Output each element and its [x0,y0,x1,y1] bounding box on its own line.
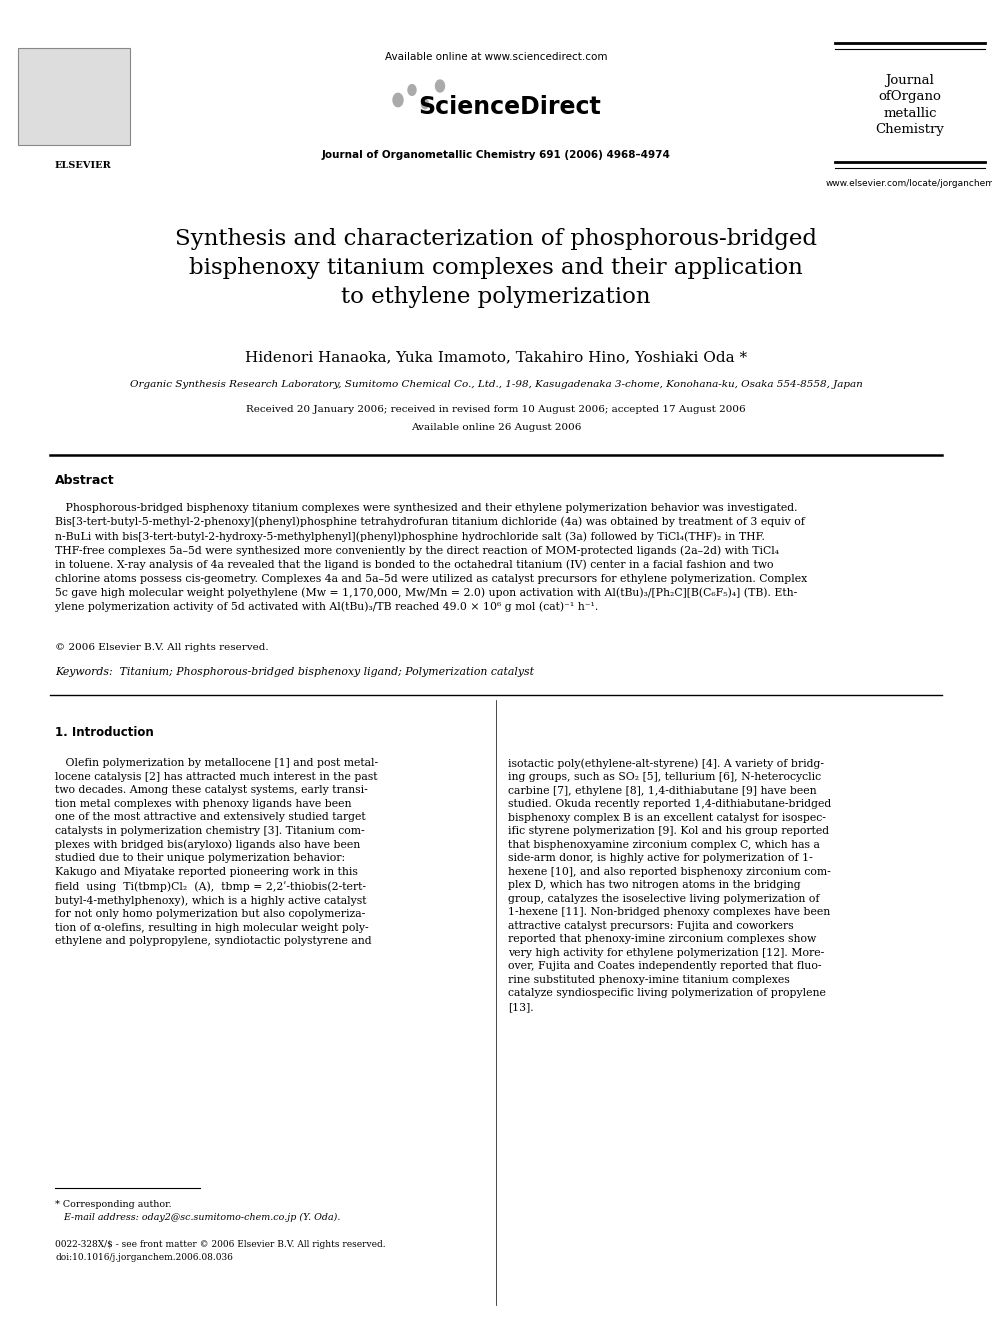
Text: Available online 26 August 2006: Available online 26 August 2006 [411,423,581,433]
Circle shape [422,99,429,108]
Text: © 2006 Elsevier B.V. All rights reserved.: © 2006 Elsevier B.V. All rights reserved… [55,643,269,652]
Text: Organic Synthesis Research Laboratory, Sumitomo Chemical Co., Ltd., 1-98, Kasuga: Organic Synthesis Research Laboratory, S… [130,381,862,389]
Text: Phosphorous-bridged bisphenoxy titanium complexes were synthesized and their eth: Phosphorous-bridged bisphenoxy titanium … [55,503,807,613]
Text: E-mail address: oday2@sc.sumitomo-chem.co.jp (Y. Oda).: E-mail address: oday2@sc.sumitomo-chem.c… [55,1213,340,1222]
FancyBboxPatch shape [18,48,130,146]
Text: doi:10.1016/j.jorganchem.2006.08.036: doi:10.1016/j.jorganchem.2006.08.036 [55,1253,233,1262]
Text: Abstract: Abstract [55,474,115,487]
Text: ScienceDirect: ScienceDirect [419,95,601,119]
Text: Olefin polymerization by metallocene [1] and post metal-
locene catalysis [2] ha: Olefin polymerization by metallocene [1]… [55,758,378,946]
Text: www.elsevier.com/locate/jorganchem: www.elsevier.com/locate/jorganchem [825,179,992,188]
Text: Hidenori Hanaoka, Yuka Imamoto, Takahiro Hino, Yoshiaki Oda *: Hidenori Hanaoka, Yuka Imamoto, Takahiro… [245,351,747,364]
Text: Journal
ofOrgano
metallic
Chemistry: Journal ofOrgano metallic Chemistry [876,74,944,136]
Circle shape [435,79,444,93]
Text: isotactic poly(ethylene-alt-styrene) [4]. A variety of bridg-
ing groups, such a: isotactic poly(ethylene-alt-styrene) [4]… [508,758,831,1012]
Text: * Corresponding author.: * Corresponding author. [55,1200,172,1209]
Text: 1. Introduction: 1. Introduction [55,726,154,740]
Circle shape [393,94,403,107]
Text: Keywords:  Titanium; Phosphorous-bridged bisphenoxy ligand; Polymerization catal: Keywords: Titanium; Phosphorous-bridged … [55,667,534,677]
Text: Journal of Organometallic Chemistry 691 (2006) 4968–4974: Journal of Organometallic Chemistry 691 … [321,149,671,160]
Circle shape [408,85,416,95]
Text: Available online at www.sciencedirect.com: Available online at www.sciencedirect.co… [385,52,607,62]
Text: ELSEVIER: ELSEVIER [55,160,111,169]
Text: Synthesis and characterization of phosphorous-bridged
bisphenoxy titanium comple: Synthesis and characterization of phosph… [175,228,817,308]
Text: 0022-328X/$ - see front matter © 2006 Elsevier B.V. All rights reserved.: 0022-328X/$ - see front matter © 2006 El… [55,1240,386,1249]
Text: Received 20 January 2006; received in revised form 10 August 2006; accepted 17 A: Received 20 January 2006; received in re… [246,406,746,414]
